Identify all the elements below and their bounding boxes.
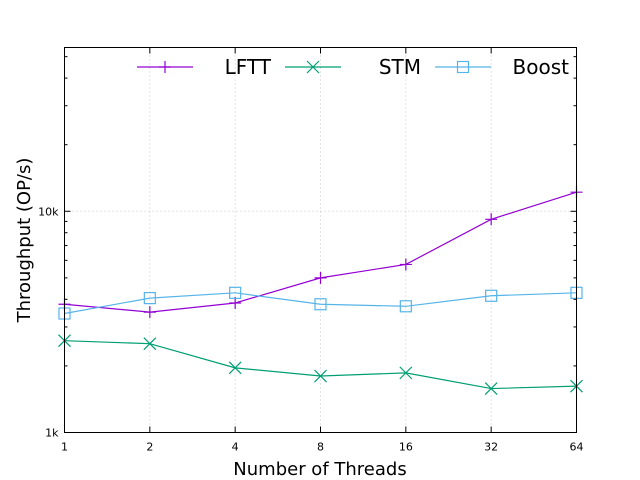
- y-tick-label: 10k: [38, 205, 59, 218]
- series-line-boost: [64, 292, 577, 315]
- data-point-boost: [143, 292, 156, 305]
- data-point-boost: [485, 289, 498, 302]
- grid-lines: [64, 47, 577, 433]
- legend-label-lftt: LFTT: [225, 55, 272, 79]
- legend-marker-lftt: [159, 61, 171, 73]
- y-tick-label: 1k: [45, 427, 59, 440]
- legend: LFTT STM Boost: [137, 55, 569, 79]
- axis-ticks: 1 2 4 8 16 32 64 1k 10k: [38, 47, 584, 454]
- legend-entry-lftt: LFTT: [137, 55, 272, 79]
- x-tick-label: 4: [232, 441, 239, 454]
- data-point-stm: [399, 366, 413, 380]
- x-tick-label: 64: [570, 441, 584, 454]
- legend-marker-boost: [456, 60, 470, 74]
- legend-entry-stm: STM: [285, 55, 421, 79]
- data-point-stm: [228, 361, 242, 375]
- data-point-lftt: [143, 306, 156, 319]
- data-point-lftt: [485, 213, 498, 226]
- x-tick-label: 2: [146, 441, 153, 454]
- data-point-boost: [314, 298, 327, 311]
- data-point-boost: [399, 300, 412, 313]
- x-tick-label: 8: [317, 441, 324, 454]
- legend-label-stm: STM: [379, 55, 421, 79]
- x-tick-label: 1: [61, 441, 68, 454]
- data-point-lftt: [314, 271, 327, 284]
- legend-entry-boost: Boost: [435, 55, 569, 79]
- x-tick-label: 32: [484, 441, 498, 454]
- data-point-boost: [229, 286, 242, 299]
- data-point-stm: [314, 369, 327, 383]
- legend-marker-stm: [306, 60, 320, 74]
- data-point-lftt: [229, 296, 242, 309]
- data-point-lftt: [399, 258, 412, 271]
- data-point-stm: [143, 337, 157, 351]
- y-axis-label: Throughput (OP/s): [14, 158, 35, 324]
- x-tick-label: 16: [399, 441, 413, 454]
- data-point-stm: [484, 382, 498, 395]
- legend-label-boost: Boost: [513, 55, 570, 79]
- x-axis-label: Number of Threads: [233, 459, 406, 480]
